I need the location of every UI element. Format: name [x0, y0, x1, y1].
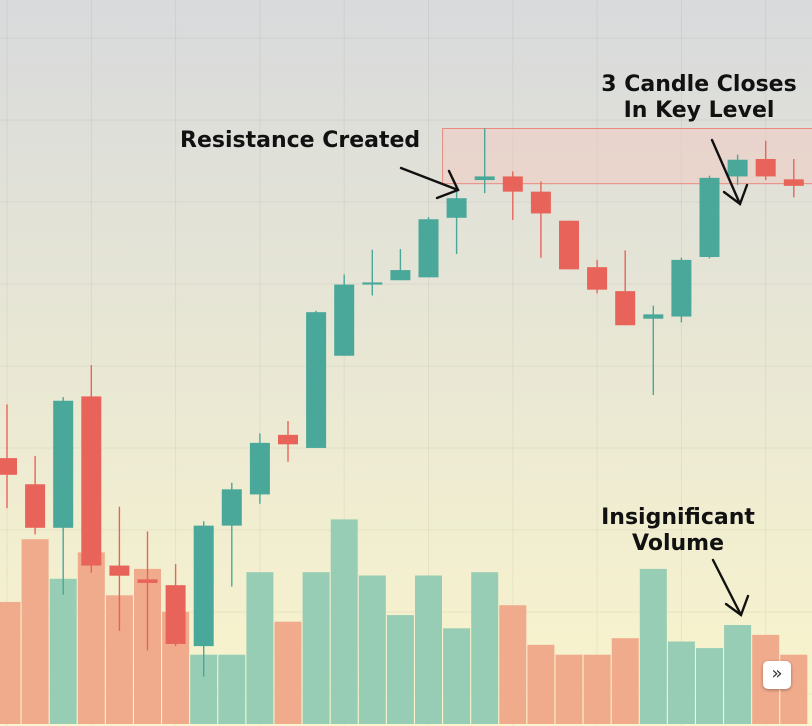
volume-bar [21, 539, 49, 724]
volume-bar [611, 638, 639, 724]
annotation-candle-closes-line2: In Key Level [623, 98, 775, 123]
candle [530, 181, 551, 258]
volume-bar [471, 572, 499, 724]
candle-body [306, 312, 327, 448]
candle-body [530, 191, 551, 214]
volume-bar [330, 519, 358, 724]
candles [0, 128, 804, 677]
volume-bar [358, 575, 386, 724]
candle-body [334, 284, 355, 356]
volume-bar [527, 644, 555, 724]
volume-bar [583, 654, 611, 724]
candle [502, 171, 523, 220]
candle-body [587, 267, 608, 290]
candle [474, 128, 495, 194]
volume-bar [0, 601, 21, 724]
candle [755, 140, 776, 181]
volume-bar [49, 578, 77, 724]
volume-bar [274, 621, 302, 724]
candle [278, 421, 298, 462]
candle-body [699, 177, 720, 258]
candle-body [81, 396, 102, 566]
candle [249, 433, 270, 504]
candle [221, 482, 242, 587]
candle-body [221, 489, 242, 526]
candle-body [755, 158, 776, 177]
double-chevron-right-icon: » [771, 663, 783, 684]
candle [727, 154, 748, 186]
annotation-arrows [399, 138, 750, 617]
candle [559, 220, 579, 270]
candle [25, 455, 46, 535]
annotation-resistance-created: Resistance Created [180, 128, 421, 153]
scroll-to-realtime-button[interactable]: » [763, 661, 791, 689]
annotation-volume-line1: Insignificant [601, 505, 755, 530]
annotation-candle-closes: 3 Candle Closes In Key Level [598, 72, 800, 124]
candle-body [278, 434, 298, 445]
candle [362, 249, 383, 296]
candle-body [137, 579, 158, 583]
annotation-insignificant-volume: Insignificant Volume [598, 505, 758, 557]
candle-body [446, 198, 467, 218]
candle-body [671, 259, 692, 317]
candle-body [165, 585, 186, 644]
volume-bar [639, 568, 667, 724]
volume-bar [443, 628, 471, 724]
candle [587, 259, 608, 294]
candle-body [193, 525, 214, 647]
candle [615, 250, 636, 326]
volume-bar [415, 575, 442, 724]
candle-body [109, 565, 130, 576]
candle-body [727, 159, 748, 177]
annotation-candle-closes-line1: 3 Candle Closes [601, 72, 797, 97]
candle [643, 305, 664, 395]
candle-body [783, 179, 804, 186]
arrow-resistance [399, 166, 460, 200]
candle-body [390, 270, 411, 281]
candle-body [502, 176, 523, 192]
volume-bar [77, 552, 105, 724]
candle [0, 404, 17, 509]
resistance-zone [442, 128, 812, 185]
candle [53, 397, 74, 595]
resistance-zone-layer [442, 128, 812, 185]
volume-bar [386, 615, 414, 724]
candle [699, 175, 720, 259]
candle-body [615, 291, 636, 326]
candle [109, 506, 130, 631]
candle [418, 217, 439, 278]
candle [165, 564, 186, 647]
candle [306, 310, 327, 448]
volume-bar [302, 572, 330, 724]
volume-bar [696, 648, 723, 724]
volume-bar [555, 654, 583, 724]
candle-body [249, 442, 270, 495]
candle [446, 185, 467, 255]
volume-bar [667, 641, 695, 724]
volume-bar [218, 654, 246, 724]
candle [334, 274, 355, 356]
volume-bar [246, 572, 274, 724]
candle [390, 249, 411, 281]
candle-body [418, 219, 439, 278]
candle [81, 365, 102, 573]
volume-bar [724, 625, 752, 724]
volume-bar [499, 605, 527, 724]
arrow-key-level [710, 138, 749, 206]
candle-body [643, 314, 664, 319]
candle [193, 521, 214, 677]
candle [671, 257, 692, 323]
candle-body [474, 176, 495, 181]
candle-body [362, 282, 383, 285]
arrow-volume [711, 558, 750, 617]
annotation-volume-line2: Volume [632, 531, 724, 556]
candle [137, 531, 158, 651]
candle-body [53, 400, 74, 528]
candle-body [0, 458, 17, 475]
candle-body [25, 484, 46, 528]
candle-body [559, 220, 579, 270]
candle [783, 158, 804, 198]
